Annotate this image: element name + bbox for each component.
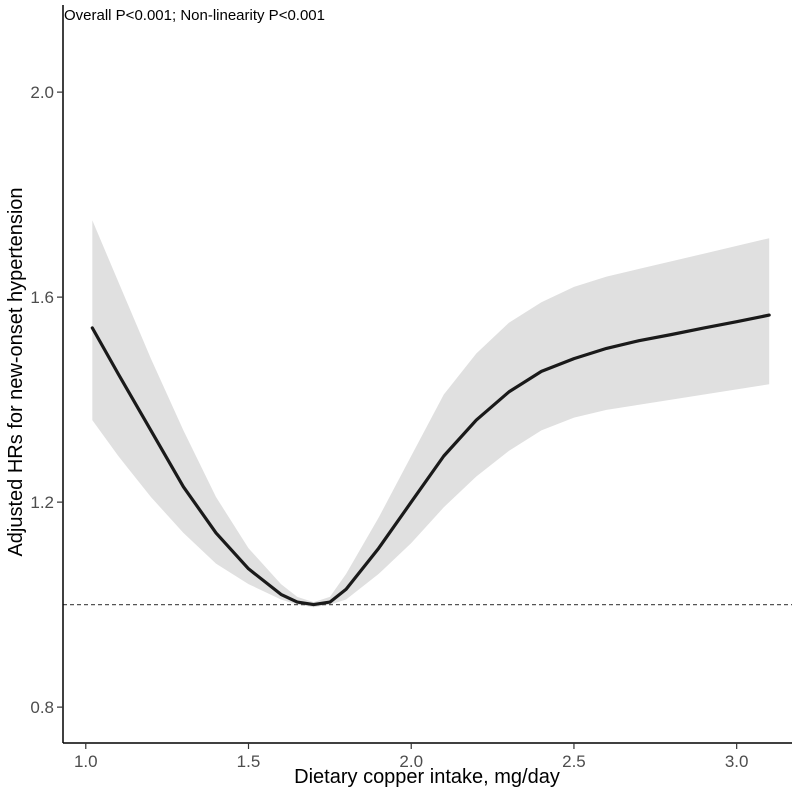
y-tick-label: 2.0 <box>30 83 54 102</box>
confidence-band <box>92 220 770 608</box>
x-axis-title: Dietary copper intake, mg/day <box>294 766 560 788</box>
x-tick-label: 3.0 <box>725 752 749 771</box>
x-tick-label: 2.5 <box>562 752 586 771</box>
confidence-band-layer <box>92 220 770 608</box>
y-tick-label: 0.8 <box>30 698 54 717</box>
x-tick-label: 2.0 <box>399 752 423 771</box>
x-ticks: 1.0 1.5 2.0 2.5 3.0 <box>74 743 749 771</box>
hr-curve-layer <box>90 313 771 607</box>
x-tick-label: 1.0 <box>74 752 98 771</box>
y-ticks: 0.8 1.2 1.6 2.0 <box>30 83 63 717</box>
p-value-annotation: Overall P<0.001; Non-linearity P<0.001 <box>64 7 325 24</box>
x-tick-label: 1.5 <box>237 752 261 771</box>
hr-curve <box>90 313 771 607</box>
y-tick-label: 1.2 <box>30 493 54 512</box>
y-tick-label: 1.6 <box>30 288 54 307</box>
y-axis-title: Adjusted HRs for new-onset hypertension <box>5 187 27 556</box>
